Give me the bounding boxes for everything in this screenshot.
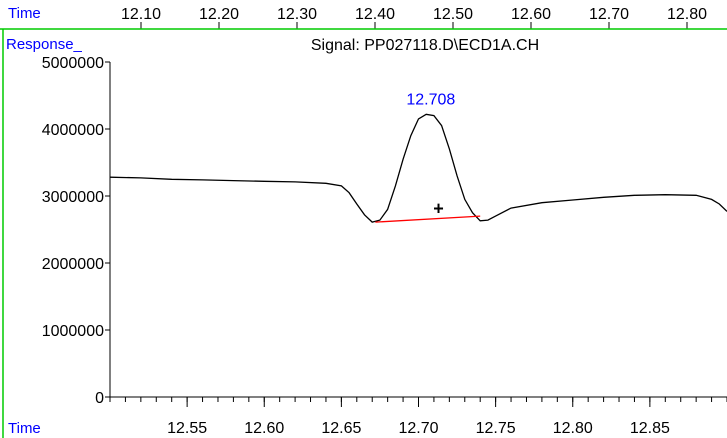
- y-tick-label: 2000000: [42, 256, 104, 273]
- x-axis-label: Time: [8, 420, 41, 437]
- signal-line: [109, 113, 727, 223]
- top-ruler-label: Time: [8, 5, 41, 22]
- top-ruler-tick-label: 12.70: [589, 6, 629, 23]
- y-tick-label: 3000000: [42, 189, 104, 206]
- peak-label: 12.708: [406, 91, 455, 108]
- x-tick-label: 12.75: [476, 420, 516, 437]
- x-tick-label: 12.85: [630, 420, 670, 437]
- y-tick-label: 5000000: [42, 55, 104, 72]
- chart-title: Signal: PP027118.D\ECD1A.CH: [311, 37, 539, 54]
- top-ruler-tick-label: 12.20: [199, 6, 239, 23]
- x-tick-label: 12.70: [398, 420, 438, 437]
- top-ruler-tick-label: 12.30: [277, 6, 317, 23]
- top-ruler-tick-label: 12.40: [355, 6, 395, 23]
- peak-marker: +: [433, 199, 444, 219]
- x-tick-label: 12.55: [167, 420, 207, 437]
- x-tick-label: 12.65: [321, 420, 361, 437]
- x-tick-label: 12.60: [244, 420, 284, 437]
- top-ruler-tick-label: 12.80: [667, 6, 707, 23]
- top-time-ruler: Time 12.10 12.20 12.30 12.40 12.50 12.60 12.70…: [0, 5, 727, 30]
- top-ruler-tick-label: 12.50: [433, 6, 473, 23]
- y-tick-label: 1000000: [42, 323, 104, 340]
- y-tick-label: 0: [95, 390, 104, 407]
- y-axis-label: Response_: [6, 36, 83, 53]
- top-ruler-tick-label: 12.60: [511, 6, 551, 23]
- integration-baseline: [375, 215, 481, 223]
- top-ruler-tick-label: 12.10: [121, 6, 161, 23]
- y-tick-label: 4000000: [42, 122, 104, 139]
- x-tick-label: 12.80: [553, 420, 593, 437]
